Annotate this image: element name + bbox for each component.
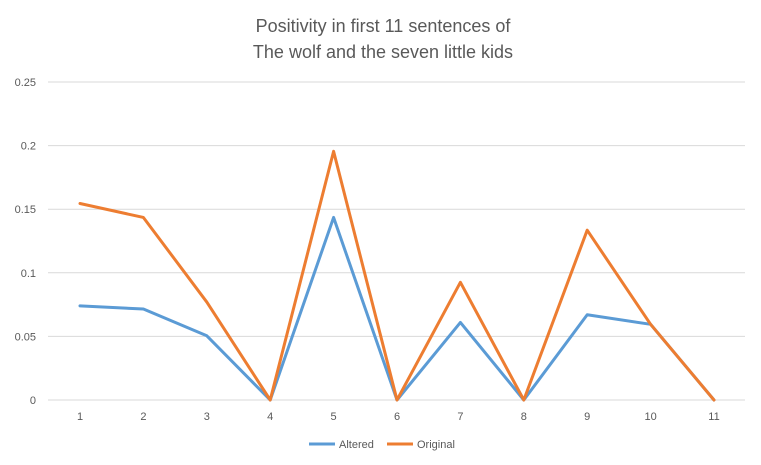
legend-label: Original — [417, 439, 455, 451]
x-tick-label: 8 — [521, 411, 527, 423]
x-tick-label: 5 — [331, 411, 337, 423]
x-tick-label: 9 — [584, 411, 590, 423]
chart-title-line-1: Positivity in first 11 sentences of — [256, 16, 512, 36]
y-tick-label: 0 — [30, 395, 36, 407]
y-tick-label: 0.05 — [15, 331, 36, 343]
y-tick-label: 0.1 — [21, 268, 36, 280]
chart-title-line-2: The wolf and the seven little kids — [253, 42, 513, 62]
x-tick-label: 3 — [204, 411, 210, 423]
x-tick-label: 6 — [394, 411, 400, 423]
series-line-altered — [78, 215, 716, 402]
x-tick-label: 1 — [77, 411, 83, 423]
x-tick-label: 7 — [457, 411, 463, 423]
y-tick-label: 0.15 — [15, 204, 36, 216]
x-tick-label: 11 — [708, 411, 719, 423]
legend-label: Altered — [339, 439, 374, 451]
x-tick-label: 10 — [644, 411, 656, 423]
y-tick-label: 0.25 — [15, 77, 36, 89]
x-tick-label: 4 — [267, 411, 273, 423]
legend: Altered Original — [309, 439, 455, 451]
gridlines — [48, 81, 745, 401]
x-axis-ticks: 1 2 3 4 5 6 7 8 9 10 11 — [77, 411, 720, 423]
y-axis-ticks: 0 0.05 0.1 0.15 0.2 0.25 — [15, 77, 36, 407]
y-tick-label: 0.2 — [21, 141, 36, 153]
series-lines — [78, 149, 716, 402]
series-line-original — [78, 149, 716, 402]
x-tick-label: 2 — [140, 411, 146, 423]
